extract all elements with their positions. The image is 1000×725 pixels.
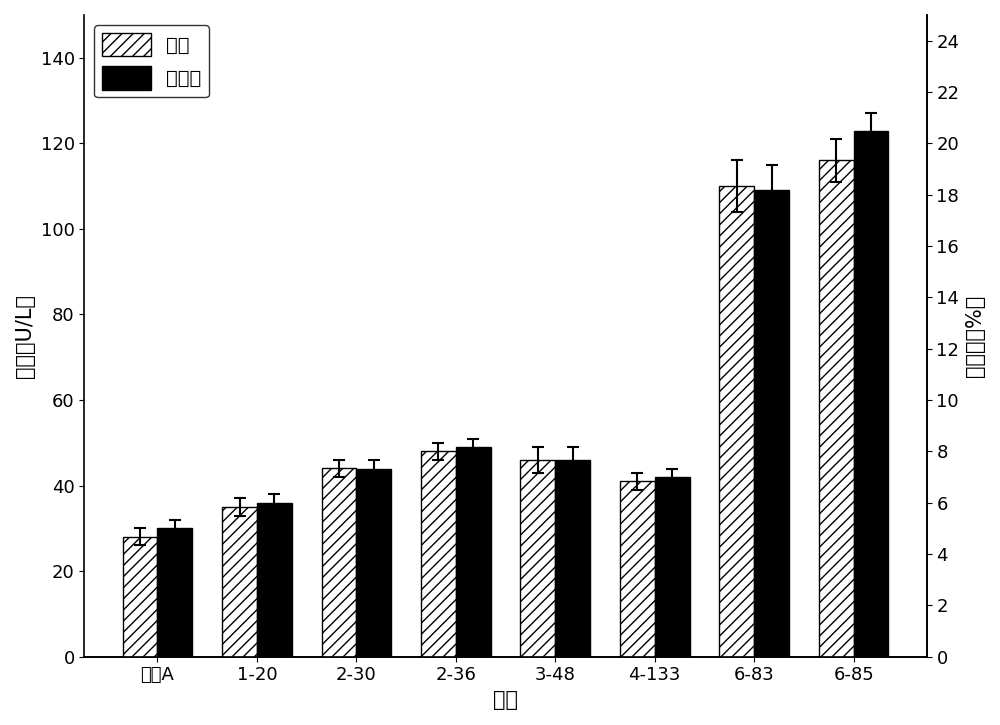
Bar xyxy=(754,191,789,657)
Legend: 醂活, 转化率: 醂活, 转化率 xyxy=(94,25,209,97)
Bar xyxy=(520,460,555,657)
Bar xyxy=(257,502,292,657)
Bar xyxy=(157,529,192,657)
X-axis label: 菌株: 菌株 xyxy=(493,690,518,710)
Bar xyxy=(356,468,391,657)
Bar xyxy=(421,452,456,657)
Bar xyxy=(620,481,655,657)
Bar xyxy=(655,477,690,657)
Bar xyxy=(555,460,590,657)
Bar xyxy=(819,160,854,657)
Y-axis label: 醂活（U/L）: 醂活（U/L） xyxy=(15,294,35,378)
Bar xyxy=(123,537,157,657)
Bar xyxy=(719,186,754,657)
Y-axis label: 转化率（%）: 转化率（%） xyxy=(965,295,985,377)
Bar xyxy=(854,130,888,657)
Bar xyxy=(222,507,257,657)
Bar xyxy=(456,447,491,657)
Bar xyxy=(322,468,356,657)
